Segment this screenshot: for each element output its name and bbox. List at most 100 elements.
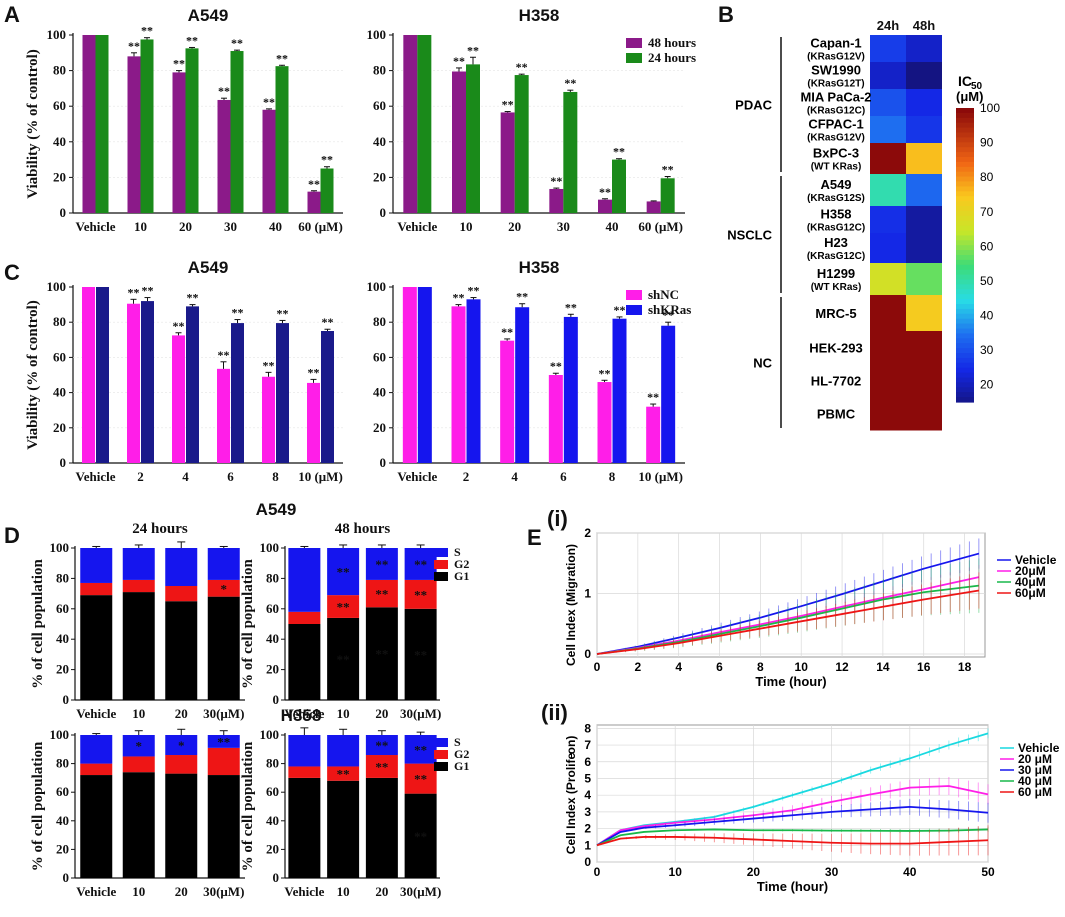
y-tick-label: 2 (584, 822, 591, 836)
heatmap-cell (906, 35, 942, 63)
stack-segment-s (122, 548, 155, 580)
heatmap-cell (870, 263, 906, 296)
y-tick-label: 60 (56, 784, 69, 799)
stack-segment-g2 (165, 586, 198, 602)
y-tick-label: 0 (273, 870, 280, 885)
bar-shnc (127, 303, 140, 463)
colorbar-segment (956, 206, 974, 212)
y-axis-label: % of cell population (30, 741, 46, 871)
y-tick-label: 20 (266, 841, 279, 856)
bar-24-hours (612, 159, 626, 213)
significance-mark: ** (565, 300, 577, 314)
stack-segment-s (365, 735, 398, 756)
colorbar-segment (956, 235, 974, 241)
y-tick-label: 100 (260, 540, 280, 555)
colorbar-segment (956, 137, 974, 143)
stack-segment-g2 (207, 747, 240, 776)
bar-24-hours (140, 39, 154, 214)
bar-shnc (262, 376, 275, 463)
y-tick-label: 100 (260, 727, 280, 742)
y-axis-label: Cell Index (Migration) (564, 544, 578, 666)
heatmap-cell (906, 206, 942, 234)
x-tick-label: 0 (594, 660, 601, 674)
colorbar-segment (956, 284, 974, 290)
y-tick-label: 40 (53, 134, 66, 149)
y-tick-label: 20 (53, 169, 66, 184)
colorbar-segment (956, 117, 974, 124)
heatmap-cell (870, 89, 906, 117)
colorbar-segment (956, 392, 974, 398)
y-tick-label: 6 (584, 755, 591, 769)
y-tick-label: 80 (53, 63, 66, 78)
legend-swatch (626, 53, 642, 63)
x-tick-label: 8 (757, 660, 764, 674)
panel-letter-c: C (4, 260, 20, 285)
bar-shkras (96, 287, 109, 463)
x-tick-label: 2 (634, 660, 641, 674)
bar-48-hours (82, 35, 96, 213)
bar-48-hours (172, 72, 186, 213)
stack-segment-g1 (122, 772, 155, 878)
bar-shkras (466, 299, 481, 463)
stack-segment-g1 (327, 617, 360, 700)
x-tick-label: 6 (560, 469, 567, 484)
series-line-vehicle (596, 552, 980, 655)
y-tick-label: 0 (60, 205, 67, 220)
y-tick-label: 2 (584, 526, 591, 540)
y-axis-label: Viability (% of control) (25, 300, 41, 450)
colorbar-tick-label: 30 (980, 343, 994, 357)
bar-shkras (515, 307, 530, 463)
x-tick-label: 14 (876, 660, 890, 674)
significance-mark: ** (218, 84, 230, 98)
colorbar-segment (956, 181, 974, 187)
chart-a-a549: A549 0 20 40 60 80 100 Viability (% of control)… (25, 6, 343, 234)
bar-shnc (402, 287, 417, 463)
significance-mark: ** (187, 291, 199, 305)
significance-mark: ** (599, 366, 611, 380)
colorbar-segment (956, 279, 974, 285)
bar-48-hours (500, 112, 515, 213)
legend-label: Vehicle (1015, 553, 1057, 567)
heatmap-column-label: 48h (913, 18, 935, 33)
x-tick-label: 40 (269, 219, 282, 234)
bar-shnc (217, 368, 230, 463)
x-tick-label: 30 (825, 865, 839, 879)
x-tick-label: 4 (675, 660, 682, 674)
heatmap-cell (870, 295, 906, 332)
significance-mark: ** (173, 319, 185, 333)
heatmap-group-label: PDAC (735, 98, 772, 113)
colorbar-segment (956, 299, 974, 305)
x-tick-label: 40 (606, 219, 619, 234)
x-tick-label: 10 (337, 706, 350, 721)
colorbar-segment (956, 142, 974, 148)
bar-48-hours (598, 199, 612, 213)
significance-mark: ** (414, 647, 427, 662)
significance-mark: ** (453, 291, 465, 305)
y-tick-label: 0 (60, 455, 67, 470)
colorbar-tick-label: 80 (980, 170, 994, 184)
colorbar-segment (956, 353, 974, 359)
bar-48-hours (549, 188, 564, 213)
significance-mark: ** (516, 290, 528, 304)
bar-shnc (307, 382, 320, 463)
stack-segment-g2 (365, 755, 398, 778)
significance-mark: ** (232, 306, 244, 320)
colorbar-segment (956, 196, 974, 202)
bar-24-hours (514, 75, 529, 213)
stack-segment-g1 (165, 773, 198, 878)
significance-mark: ** (141, 24, 153, 38)
heatmap-row-sublabel: (WT KRas) (811, 282, 862, 293)
significance-mark: ** (414, 742, 427, 757)
colorbar-segment (956, 308, 974, 315)
y-tick-label: 20 (266, 662, 279, 677)
x-tick-label: 10 (134, 219, 147, 234)
x-tick-label: 20 (179, 219, 192, 234)
significance-mark: ** (321, 153, 333, 167)
colorbar-segment (956, 161, 974, 168)
y-tick-label: 80 (266, 570, 279, 585)
x-axis-label: Time (hour) (757, 879, 828, 894)
x-tick-label: 10 (460, 219, 473, 234)
legend-swatch (434, 548, 448, 557)
